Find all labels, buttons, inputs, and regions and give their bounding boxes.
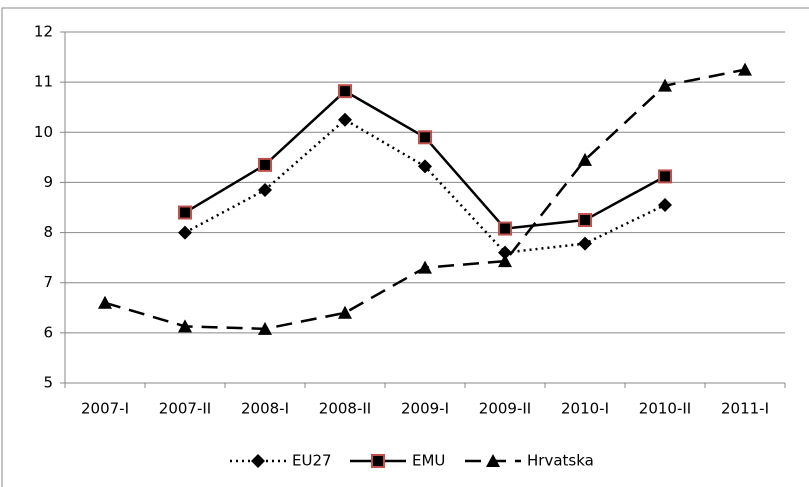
series-line (104, 68, 746, 331)
marker (738, 62, 752, 76)
marker (578, 236, 592, 251)
marker (251, 454, 265, 468)
marker (486, 454, 500, 467)
x-tick-label: 2007-II (159, 400, 211, 418)
legend-label: EU27 (292, 452, 332, 470)
x-tick-label: 2010-II (639, 400, 691, 418)
marker (258, 321, 272, 335)
y-tick-label: 8 (43, 223, 53, 241)
marker (658, 197, 672, 212)
y-tick-label: 9 (43, 173, 53, 191)
marker (418, 260, 432, 274)
marker (418, 159, 432, 174)
marker (498, 254, 512, 268)
marker (498, 245, 512, 260)
y-tick-label: 5 (43, 374, 53, 392)
marker (258, 182, 272, 197)
y-tick-label: 12 (34, 23, 53, 41)
marker (338, 84, 352, 99)
y-tick-label: 6 (43, 323, 53, 341)
marker (658, 169, 672, 184)
x-tick-label: 2011-I (721, 400, 769, 418)
marker (338, 305, 352, 319)
x-tick-label: 2007-I (81, 400, 129, 418)
marker (418, 130, 432, 145)
legend-label: Hrvatska (527, 452, 594, 470)
marker (258, 157, 272, 172)
marker (178, 319, 192, 333)
x-tick-label: 2009-II (479, 400, 531, 418)
x-tick-label: 2010-I (561, 400, 609, 418)
legend-label: EMU (412, 452, 445, 470)
marker (578, 152, 592, 166)
marker (498, 221, 512, 236)
marker (578, 213, 592, 228)
y-tick-label: 7 (43, 273, 53, 291)
y-tick-label: 10 (34, 123, 53, 141)
marker (338, 112, 352, 127)
chart-frame (1, 7, 809, 487)
marker (658, 78, 672, 92)
marker (98, 295, 112, 309)
marker (371, 454, 385, 468)
x-tick-label: 2008-I (241, 400, 289, 418)
y-tick-label: 11 (34, 73, 53, 91)
x-tick-label: 2009-I (401, 400, 449, 418)
x-tick-label: 2008-II (319, 400, 371, 418)
marker (178, 225, 192, 240)
marker (178, 205, 192, 220)
